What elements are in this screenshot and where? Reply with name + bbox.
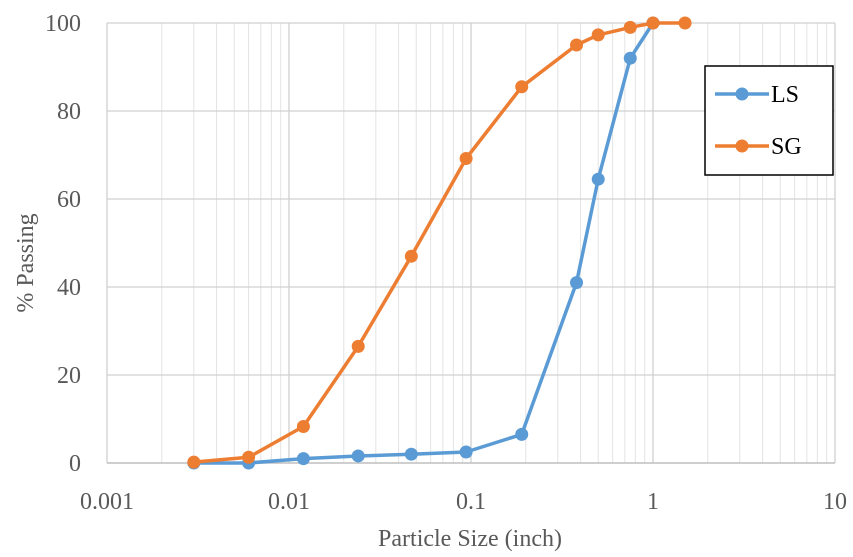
- data-point: [351, 339, 365, 353]
- series-line: [193, 21, 685, 464]
- data-point: [187, 455, 201, 469]
- series-ls: [187, 16, 660, 470]
- legend-item-ls: LS: [715, 82, 799, 108]
- y-tick-label: 100: [45, 11, 81, 37]
- data-point: [570, 276, 584, 290]
- data-point: [646, 16, 660, 30]
- y-tick-label: 60: [57, 187, 81, 213]
- y-tick-label: 40: [57, 275, 81, 301]
- series-line: [193, 22, 655, 465]
- legend-marker: [735, 139, 749, 153]
- data-point: [591, 28, 605, 42]
- x-axis-title: Particle Size (inch): [378, 526, 562, 552]
- legend-label: LS: [771, 82, 799, 108]
- data-point: [623, 20, 637, 34]
- legend-box: [704, 65, 834, 176]
- x-tick-label: 0.1: [456, 489, 486, 515]
- data-point: [242, 450, 256, 464]
- x-tick-label: 10: [823, 489, 847, 515]
- x-tick-label: 0.01: [268, 489, 310, 515]
- data-point: [515, 427, 529, 441]
- legend-marker: [735, 87, 749, 101]
- legend-item-sg: SG: [715, 134, 802, 160]
- data-point: [351, 449, 365, 463]
- legend-label: SG: [771, 134, 802, 160]
- data-point: [459, 152, 473, 166]
- data-point: [404, 249, 418, 263]
- data-point: [404, 447, 418, 461]
- x-tick-label: 1: [647, 489, 659, 515]
- data-point: [678, 16, 692, 30]
- data-point: [296, 452, 310, 466]
- data-point: [623, 51, 637, 65]
- y-tick-label: 80: [57, 99, 81, 125]
- data-point: [591, 172, 605, 186]
- y-tick-label: 0: [69, 451, 81, 477]
- data-point: [296, 419, 310, 433]
- series: [187, 16, 692, 470]
- data-point: [515, 80, 529, 94]
- legend: LS SG: [704, 65, 834, 176]
- data-point: [570, 38, 584, 52]
- y-axis-title: % Passing: [13, 213, 39, 312]
- series-sg: [187, 16, 692, 469]
- data-point: [459, 445, 473, 459]
- x-tick-label: 0.001: [80, 489, 134, 515]
- y-tick-label: 20: [57, 363, 81, 389]
